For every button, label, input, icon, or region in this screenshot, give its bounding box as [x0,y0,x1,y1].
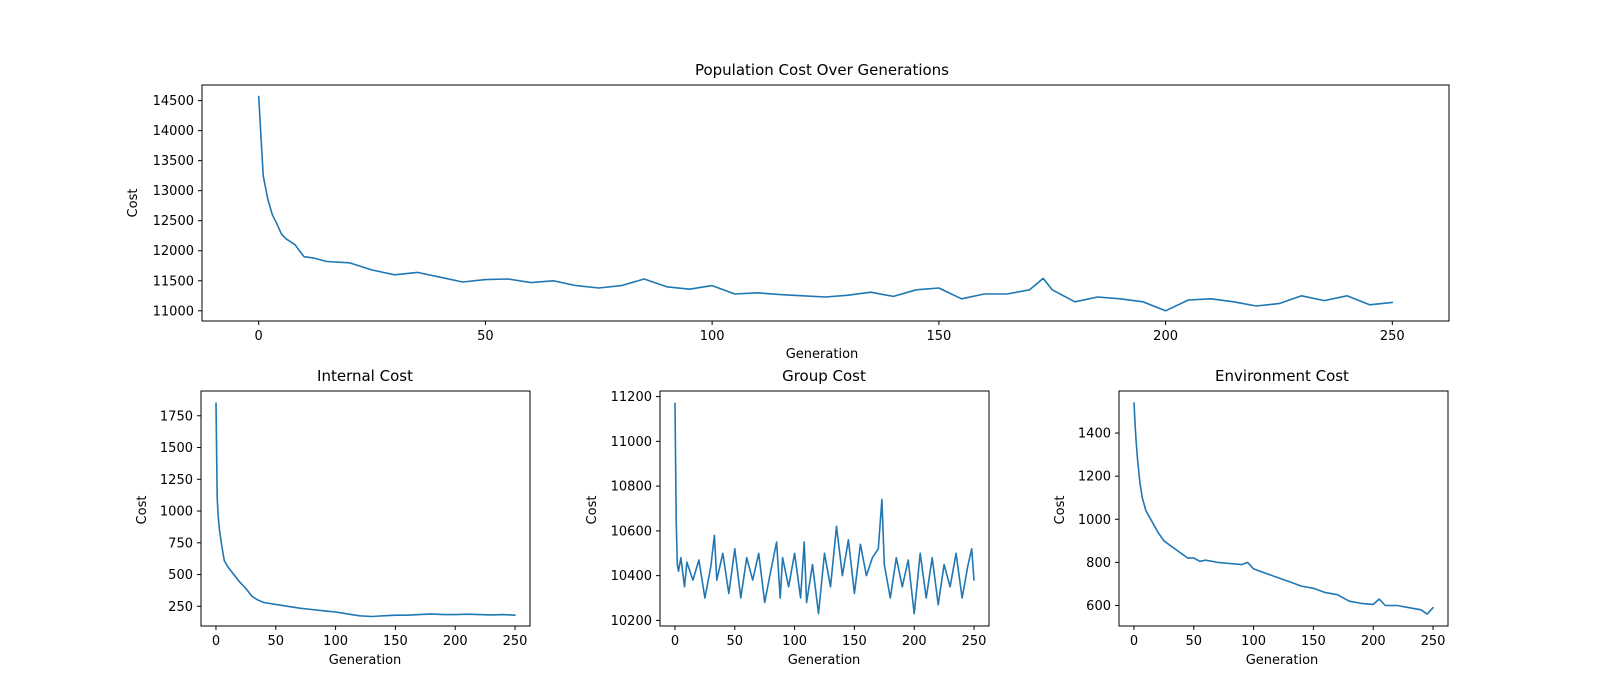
x-axis-label: Generation [788,653,861,668]
y-tick-label: 800 [1086,556,1111,571]
axes-frame [1118,390,1449,627]
y-tick-label: 11200 [611,390,652,405]
y-tick-label: 14500 [153,94,194,109]
axes-frame [200,390,531,627]
y-tick-label: 500 [168,568,193,583]
y-tick-label: 1400 [1078,427,1111,442]
internal-cost-chart: Internal Cost Cost Generation 0 50 100 150 2… [135,367,531,668]
x-tick-label: 250 [503,634,528,649]
axes-frame [201,84,1450,322]
y-tick-label: 10800 [611,480,652,495]
x-tick-label: 100 [323,634,348,649]
series-line [215,402,516,618]
x-tick-label: 50 [477,329,494,344]
x-tick-label: 0 [255,329,263,344]
y-tick-label: 11000 [153,304,194,319]
y-axis-label: Cost [585,496,600,525]
x-tick-label: 100 [1241,634,1266,649]
series-line [1133,402,1434,615]
environment-cost-chart: Environment Cost Cost Generation 0 50 100 1… [1053,367,1449,668]
y-tick-label: 14000 [153,124,194,139]
y-tick-label: 1750 [160,409,193,424]
series-line [257,95,1394,312]
y-tick-label: 1200 [1078,470,1111,485]
y-tick-label: 11500 [153,274,194,289]
x-tick-label: 100 [700,329,725,344]
y-tick-label: 1000 [1078,513,1111,528]
y-axis-label: Cost [126,189,141,218]
axes-frame [659,390,990,627]
x-tick-label: 200 [902,634,927,649]
y-tick-label: 10600 [611,524,652,539]
x-tick-label: 200 [1153,329,1178,344]
group-cost-chart: Group Cost Cost Generation 0 50 100 150 200 2… [585,367,990,668]
series-line [674,402,975,615]
y-axis-label: Cost [1053,496,1068,525]
y-tick-label: 12000 [153,244,194,259]
x-tick-label: 100 [782,634,807,649]
x-tick-label: 50 [726,634,743,649]
x-axis-label: Generation [329,653,402,668]
x-axis-label: Generation [786,347,859,362]
y-tick-label: 1500 [160,441,193,456]
y-tick-label: 600 [1086,599,1111,614]
x-tick-label: 250 [1380,329,1405,344]
y-tick-label: 10400 [611,569,652,584]
y-tick-label: 750 [168,536,193,551]
y-tick-label: 11000 [611,435,652,450]
y-tick-label: 250 [168,600,193,615]
chart-title: Environment Cost [1215,367,1349,385]
x-tick-label: 150 [1301,634,1326,649]
chart-title: Group Cost [782,367,866,385]
x-tick-label: 200 [1361,634,1386,649]
y-tick-label: 13000 [153,184,194,199]
y-tick-label: 10200 [611,614,652,629]
x-tick-label: 0 [1130,634,1138,649]
x-tick-label: 150 [842,634,867,649]
y-axis-label: Cost [135,496,150,525]
y-tick-label: 1250 [160,473,193,488]
x-tick-label: 200 [443,634,468,649]
x-tick-label: 50 [1185,634,1202,649]
x-axis-label: Generation [1246,653,1319,668]
y-tick-label: 12500 [153,214,194,229]
population-cost-chart: Population Cost Over Generations Cost Ge… [126,61,1450,362]
x-tick-label: 0 [212,634,220,649]
chart-title: Internal Cost [317,367,413,385]
x-tick-label: 50 [267,634,284,649]
chart-title: Population Cost Over Generations [695,61,949,79]
x-tick-label: 250 [1421,634,1446,649]
x-tick-label: 0 [671,634,679,649]
y-tick-label: 13500 [153,154,194,169]
y-tick-label: 1000 [160,505,193,520]
x-tick-label: 250 [962,634,987,649]
x-tick-label: 150 [926,329,951,344]
x-tick-label: 150 [383,634,408,649]
